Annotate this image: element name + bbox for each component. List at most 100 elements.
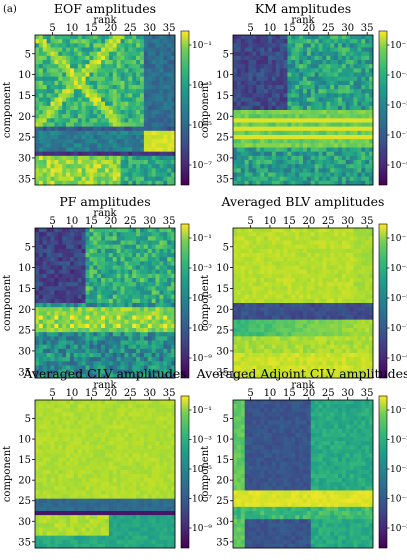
heatmap-cell (70, 135, 75, 140)
heatmap-cell (147, 336, 153, 341)
heatmap-cell (42, 353, 48, 358)
heatmap-cell (244, 319, 249, 325)
heatmap-cell (112, 139, 118, 144)
heatmap-cell (287, 151, 292, 157)
heatmap-cell (81, 180, 86, 186)
heatmap-cell (77, 55, 83, 61)
heatmap-cell (151, 232, 156, 237)
heatmap-cell (314, 135, 319, 140)
heatmap-cell (85, 336, 90, 341)
heatmap-cell (155, 265, 160, 271)
heatmap-cell (50, 232, 55, 237)
heatmap-cell (322, 39, 327, 44)
heatmap-cell (287, 80, 292, 86)
heatmap-cell (93, 298, 98, 304)
heatmap-cell (81, 328, 86, 333)
heatmap-cell (314, 64, 319, 69)
heatmap-cell (361, 273, 366, 279)
heatmap-cell (42, 43, 48, 48)
heatmap-cell (89, 55, 94, 61)
heatmap-cell (143, 348, 149, 354)
heatmap-cell (105, 93, 110, 98)
heatmap-cell (124, 353, 129, 358)
heatmap-cell (256, 265, 261, 271)
heatmap-cell (159, 248, 164, 254)
heatmap-cell (236, 248, 242, 254)
heatmap-cell (108, 336, 114, 341)
heatmap-cell (349, 328, 354, 333)
heatmap-cell (310, 35, 316, 40)
heatmap-cell (42, 336, 48, 341)
heatmap-cell (143, 253, 149, 258)
heatmap-cell (50, 311, 55, 316)
heatmap-cell (256, 64, 261, 69)
heatmap-cell (101, 248, 106, 254)
heatmap-cell (81, 357, 86, 362)
heatmap-cell (264, 273, 269, 279)
heatmap-cell (116, 168, 121, 173)
heatmap-cell (35, 101, 40, 107)
heatmap-cell (299, 336, 304, 341)
heatmap-cell (140, 130, 145, 136)
heatmap-cell (322, 35, 327, 40)
heatmap-cell (132, 130, 137, 136)
heatmap-cell (128, 172, 133, 178)
heatmap-cell (252, 110, 257, 115)
heatmap-cell (322, 294, 327, 300)
heatmap-cell (85, 172, 90, 178)
heatmap-cell (42, 93, 48, 98)
heatmap-cell (124, 51, 129, 57)
heatmap-cell (252, 336, 257, 341)
heatmap-cell (124, 47, 129, 53)
heatmap-cell (322, 55, 327, 61)
heatmap-cell (46, 143, 51, 148)
heatmap-cell (248, 232, 253, 237)
heatmap-cell (361, 319, 366, 325)
heatmap-cell (334, 244, 339, 250)
heatmap-cell (264, 110, 269, 115)
heatmap-cell (291, 118, 296, 123)
heatmap-cell (136, 176, 141, 182)
heatmap-cell (62, 253, 67, 258)
heatmap-cell (163, 55, 168, 61)
heatmap-cell (306, 244, 312, 250)
heatmap-cell (46, 365, 51, 371)
heatmap-cell (295, 294, 300, 300)
heatmap-cell (314, 232, 319, 237)
heatmap-cell (236, 55, 242, 61)
heatmap-cell (42, 332, 48, 337)
heatmap-cell (54, 160, 59, 165)
heatmap-cell (38, 135, 44, 140)
heatmap-cell (62, 147, 67, 153)
heatmap-cell (326, 130, 331, 136)
heatmap-cell (62, 303, 67, 308)
heatmap-cell (252, 232, 257, 237)
heatmap-cell (77, 290, 83, 296)
heatmap-cell (163, 253, 168, 258)
heatmap-cell (147, 110, 153, 115)
heatmap-cell (275, 257, 281, 262)
heatmap-cell (62, 97, 67, 103)
heatmap-cell (143, 369, 149, 375)
heatmap-cell (89, 307, 94, 312)
heatmap-cell (306, 323, 312, 329)
heatmap-cell (318, 105, 323, 111)
heatmap-cell (50, 143, 55, 148)
heatmap-cell (58, 35, 63, 40)
heatmap-cell (81, 139, 86, 144)
heatmap-cell (334, 101, 339, 107)
heatmap-cell (233, 126, 238, 132)
heatmap-cell (256, 257, 261, 262)
heatmap-cell (322, 269, 327, 275)
heatmap-cell (112, 114, 118, 119)
heatmap-cell (120, 180, 125, 186)
heatmap-cell (112, 365, 118, 371)
heatmap-cell (330, 269, 335, 275)
heatmap-cell (124, 361, 129, 366)
heatmap-cell (93, 340, 98, 346)
heatmap-cell (310, 60, 316, 65)
heatmap-cell (147, 130, 153, 136)
heatmap-cell (236, 273, 242, 279)
heatmap-cell (42, 80, 48, 86)
heatmap-cell (318, 72, 323, 78)
